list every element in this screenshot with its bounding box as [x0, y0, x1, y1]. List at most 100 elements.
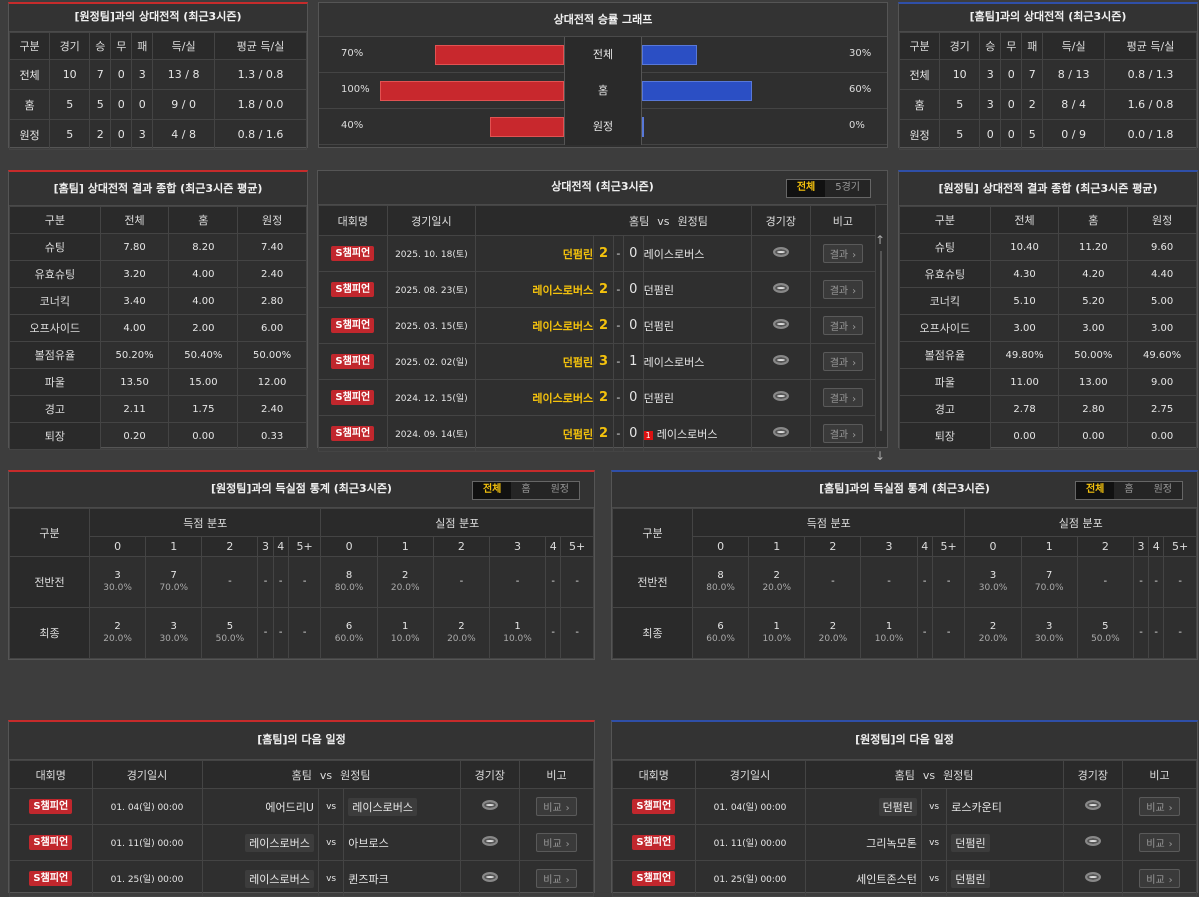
row-label: 오프사이드	[9, 314, 101, 342]
row-label: 유효슈팅	[899, 260, 991, 288]
compare-button[interactable]: 비교 ›	[536, 869, 577, 888]
away-team[interactable]: 던펌린	[643, 319, 674, 333]
stadium-icon[interactable]	[772, 355, 789, 365]
away-score: 0	[622, 379, 644, 416]
stadium-icon[interactable]	[481, 872, 498, 882]
cell: 13 / 8	[152, 59, 215, 90]
tab-away[interactable]: 원정	[550, 484, 569, 495]
away-team[interactable]: 던펌린	[643, 391, 674, 405]
chevron-right-icon: ›	[852, 358, 857, 369]
home-team[interactable]: 세인트존스턴	[856, 872, 917, 886]
away-team-cell[interactable]: 던펌린	[642, 271, 752, 308]
stadium-icon[interactable]	[1084, 800, 1101, 810]
schedule-row[interactable]: S챔피언 01. 04(일) 00:00 에어드리U vs 레이스로버스 비교 ›	[9, 788, 595, 825]
match-row[interactable]: S챔피언 2024. 12. 15(일) 레이스로버스 2-0 던펌린 결과 ›	[318, 379, 877, 416]
tab-all[interactable]: 전체	[1075, 482, 1115, 499]
count: -	[922, 627, 927, 638]
home-team[interactable]: 그리녹모톤	[866, 836, 917, 850]
match-row[interactable]: S챔피언 2025. 08. 23(토) 레이스로버스 2-0 던펌린 결과 ›	[318, 271, 877, 308]
stadium-icon[interactable]	[772, 247, 789, 257]
cell: 0.8 / 1.3	[1104, 59, 1197, 90]
tab-away[interactable]: 원정	[1153, 484, 1172, 495]
schedule-row[interactable]: S챔피언 01. 11(일) 00:00 레이스로버스 vs 아브로스 비교 ›	[9, 824, 595, 861]
away-team[interactable]: 퀸즈파크	[348, 872, 389, 886]
scroll-down-icon[interactable]: ↓	[875, 449, 886, 463]
result-button[interactable]: 결과 ›	[822, 316, 864, 335]
count: 2	[114, 621, 121, 632]
home-team[interactable]: 던펌린	[878, 797, 917, 816]
tab-home[interactable]: 홈	[1124, 484, 1134, 495]
stadium-icon[interactable]	[481, 836, 498, 846]
home-team-cell: 레이스로버스	[201, 860, 319, 897]
cell: 3.40	[99, 287, 170, 315]
result-button[interactable]: 결과 ›	[822, 244, 864, 263]
compare-button[interactable]: 비교 ›	[1139, 797, 1180, 816]
table-row: 볼점유율 50.20% 50.40% 50.00%	[9, 341, 307, 369]
stadium-icon[interactable]	[772, 319, 789, 329]
tab-all[interactable]: 전체	[472, 482, 512, 499]
schedule-row[interactable]: S챔피언 01. 25(일) 00:00 레이스로버스 vs 퀸즈파크 비교 ›	[9, 860, 595, 897]
away-team-cell[interactable]: 던펌린	[642, 307, 752, 344]
schedule-row[interactable]: S챔피언 01. 04(일) 00:00 던펌린 vs 로스카운티 비교 ›	[612, 788, 1198, 825]
stadium-icon[interactable]	[1084, 872, 1101, 882]
match-row[interactable]: S챔피언 2025. 02. 02(일) 던펌린 3-1 레이스로버스 결과 ›	[318, 343, 877, 380]
away-team[interactable]: 로스카운티	[951, 800, 1002, 814]
match-row[interactable]: S챔피언 2025. 10. 18(토) 던펌린 2-0 레이스로버스 결과 ›	[318, 235, 877, 272]
schedule-row[interactable]: S챔피언 01. 25(일) 00:00 세인트존스턴 vs 던펌린 비교 ›	[612, 860, 1198, 897]
stadium-icon[interactable]	[772, 391, 789, 401]
away-team[interactable]: 레이스로버스	[656, 427, 718, 441]
stadium-icon[interactable]	[772, 427, 789, 437]
stadium-icon[interactable]	[481, 800, 498, 810]
column-header: 패	[131, 32, 154, 60]
percent: 30.0%	[159, 634, 189, 644]
home-team[interactable]: 레이스로버스	[475, 271, 595, 308]
percent: 10.0%	[390, 634, 420, 644]
match-row[interactable]: S챔피언 2024. 09. 14(토) 던펌린 2-0 1 레이스로버스 결과 ›	[318, 415, 877, 452]
stadium-icon[interactable]	[1084, 836, 1101, 846]
home-team[interactable]: 레이스로버스	[475, 379, 595, 416]
result-button[interactable]: 결과 ›	[822, 424, 864, 443]
away-team[interactable]: 아브로스	[348, 836, 389, 850]
home-team[interactable]: 던펌린	[475, 235, 595, 272]
result-button[interactable]: 결과 ›	[822, 352, 864, 371]
home-team[interactable]: 던펌린	[475, 415, 595, 452]
result-button[interactable]: 결과 ›	[822, 388, 864, 407]
away-team-cell[interactable]: 1 레이스로버스	[642, 415, 752, 452]
scroll-up-icon[interactable]: ↑	[875, 233, 886, 247]
compare-button[interactable]: 비교 ›	[1139, 833, 1180, 852]
home-team[interactable]: 던펌린	[475, 343, 595, 380]
away-team[interactable]: 레이스로버스	[643, 247, 705, 261]
away-team-cell[interactable]: 레이스로버스	[642, 343, 752, 380]
away-team-cell[interactable]: 레이스로버스	[642, 235, 752, 272]
tab-home[interactable]: 홈	[521, 484, 531, 495]
dist-cell: 2 20.0%	[748, 556, 806, 608]
match-row[interactable]: S챔피언 2025. 03. 15(토) 레이스로버스 2-0 던펌린 결과 ›	[318, 307, 877, 344]
col-away: 원정팀	[340, 768, 371, 782]
away-team[interactable]: 레이스로버스	[643, 355, 705, 369]
home-team[interactable]: 레이스로버스	[245, 833, 314, 852]
tab-5games[interactable]: 5경기	[835, 182, 860, 193]
row-label: 최종	[9, 607, 90, 659]
stadium-icon[interactable]	[772, 283, 789, 293]
compare-button[interactable]: 비교 ›	[1139, 869, 1180, 888]
bucket-header: 0	[964, 536, 1022, 557]
home-team[interactable]: 레이스로버스	[475, 307, 595, 344]
away-team[interactable]: 던펌린	[951, 869, 990, 888]
compare-button[interactable]: 비교 ›	[536, 797, 577, 816]
away-team-cell[interactable]: 던펌린	[642, 379, 752, 416]
away-team[interactable]: 던펌린	[643, 283, 674, 297]
note-cell: 비교 ›	[518, 824, 595, 861]
count: 1	[514, 621, 521, 632]
col-stadium: 경기장	[459, 760, 520, 789]
home-team[interactable]: 레이스로버스	[245, 869, 314, 888]
compare-button[interactable]: 비교 ›	[536, 833, 577, 852]
schedule-row[interactable]: S챔피언 01. 11(일) 00:00 그리녹모톤 vs 던펌린 비교 ›	[612, 824, 1198, 861]
cell: 12.00	[237, 368, 307, 396]
tab-all[interactable]: 전체	[786, 180, 826, 197]
away-team[interactable]: 레이스로버스	[348, 797, 418, 816]
column-header: 원정	[237, 206, 307, 234]
away-team[interactable]: 던펌린	[951, 833, 990, 852]
home-team[interactable]: 에어드리U	[265, 800, 314, 814]
scrollbar[interactable]: ↑ ↓	[875, 233, 885, 463]
result-button[interactable]: 결과 ›	[822, 280, 864, 299]
